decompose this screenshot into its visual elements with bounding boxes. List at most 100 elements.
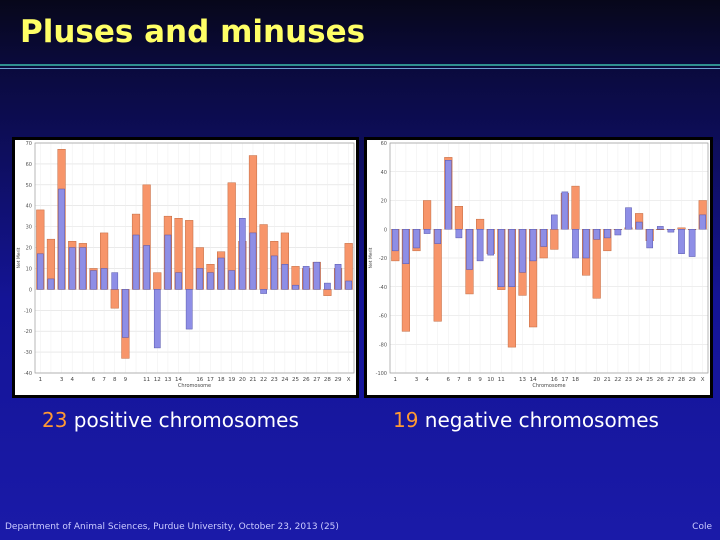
bar-blue <box>132 234 140 290</box>
bar-blue <box>281 264 289 290</box>
x-tick-label: 14 <box>530 377 537 383</box>
x-tick-label: 10 <box>487 377 494 383</box>
bar-blue <box>402 229 410 264</box>
x-tick-label: 23 <box>271 377 278 383</box>
bar-blue <box>699 214 707 230</box>
x-tick-label: 28 <box>678 377 685 383</box>
x-tick-label: 1 <box>39 377 43 383</box>
bar-blue <box>466 229 473 270</box>
y-tick-label: -30 <box>24 350 32 356</box>
x-tick-label: 4 <box>70 377 74 383</box>
bar-orange <box>454 206 463 230</box>
x-tick-label: 12 <box>154 377 161 383</box>
bar-orange <box>476 218 485 230</box>
bar-blue <box>423 229 431 234</box>
bar-orange <box>592 229 601 299</box>
x-tick-label: 3 <box>415 377 419 383</box>
bar-blue <box>667 229 675 233</box>
y-tick-label: -40 <box>379 285 387 291</box>
y-tick-label: 60 <box>26 162 32 168</box>
x-tick-label: 25 <box>646 377 653 383</box>
bar-blue <box>635 221 643 230</box>
bar-blue <box>678 229 685 254</box>
x-tick-label: 11 <box>498 377 505 383</box>
bar-blue <box>646 229 654 249</box>
x-tick-label: 9 <box>124 377 128 383</box>
x-tick-label: 19 <box>228 377 235 383</box>
chart-panel-positive: -40 -30 -20 -10 0 10 20 30 40 50 60 70 1 3 4 6 7 8 9 11 12 13… <box>12 137 359 398</box>
bar-blue <box>228 270 236 290</box>
y-tick-label: 70 <box>26 141 32 147</box>
plot-frame <box>34 142 355 374</box>
bar-blue <box>47 278 55 290</box>
x-tick-label: 24 <box>281 377 288 383</box>
bar-orange <box>571 185 580 230</box>
bar-blue <box>593 229 601 240</box>
x-tick-label: 4 <box>425 377 429 383</box>
bar-orange <box>185 220 194 290</box>
bar-blue <box>345 280 353 290</box>
bar-blue <box>68 247 76 290</box>
x-tick-label: 21 <box>249 377 256 383</box>
bar-blue <box>582 229 590 259</box>
y-tick-label: 10 <box>26 266 32 272</box>
x-tick-label: 6 <box>447 377 451 383</box>
x-tick-label: 28 <box>324 377 331 383</box>
y-tick-label: 20 <box>381 199 387 205</box>
bar-blue <box>540 229 548 247</box>
x-tick-label: 1 <box>394 377 398 383</box>
negative-count: 19 <box>393 408 419 432</box>
x-tick-label: 16 <box>551 377 558 383</box>
bar-blue <box>497 229 505 287</box>
bar-blue <box>143 245 150 290</box>
x-tick-label: 3 <box>60 377 64 383</box>
x-tick-label: 24 <box>636 377 643 383</box>
y-tick-label: -20 <box>24 329 32 335</box>
page-title: Pluses and minuses <box>20 14 366 50</box>
x-tick-label: 8 <box>113 377 117 383</box>
bar-blue <box>324 282 331 290</box>
bar-blue <box>175 272 182 290</box>
y-tick-label: 40 <box>26 204 32 210</box>
bar-blue <box>185 289 193 330</box>
bar-blue <box>603 229 611 239</box>
x-tick-label: 27 <box>667 377 674 383</box>
bar-blue <box>572 229 579 259</box>
bar-orange <box>110 289 119 309</box>
y-tick-label: 30 <box>26 225 32 231</box>
bar-blue <box>688 229 696 257</box>
bar-blue <box>434 229 442 244</box>
x-tick-label: 18 <box>572 377 579 383</box>
bar-blue <box>625 207 632 230</box>
bar-blue <box>519 229 526 273</box>
bar-blue <box>413 229 420 249</box>
bar-orange <box>323 289 332 296</box>
x-tick-label: 8 <box>468 377 472 383</box>
bar-blue <box>508 229 516 287</box>
bar-orange <box>259 224 268 290</box>
y-tick-label: -10 <box>24 308 32 314</box>
y-tick-label: -60 <box>379 314 387 320</box>
bar-blue <box>487 229 495 256</box>
bar-blue <box>550 214 558 230</box>
bar-blue <box>561 191 569 230</box>
x-tick-label: 6 <box>92 377 96 383</box>
x-tick-label: 26 <box>657 377 664 383</box>
x-tick-label: 22 <box>614 377 621 383</box>
title-divider <box>0 64 720 66</box>
bar-blue <box>36 253 44 290</box>
x-tick-label: 14 <box>175 377 182 383</box>
y-axis-label: Net Merit <box>368 247 374 268</box>
x-tick-label: 26 <box>303 377 310 383</box>
y-tick-label: 50 <box>26 183 32 189</box>
bar-blue <box>455 229 463 239</box>
x-tick-label: 11 <box>143 377 150 383</box>
bar-orange <box>423 200 432 230</box>
footer-citation: Department of Animal Sciences, Purdue Un… <box>5 522 339 532</box>
title-divider-thin <box>0 68 720 69</box>
negative-label: negative chromosomes <box>418 408 659 432</box>
bar-blue <box>270 255 278 290</box>
bar-blue <box>90 270 97 290</box>
